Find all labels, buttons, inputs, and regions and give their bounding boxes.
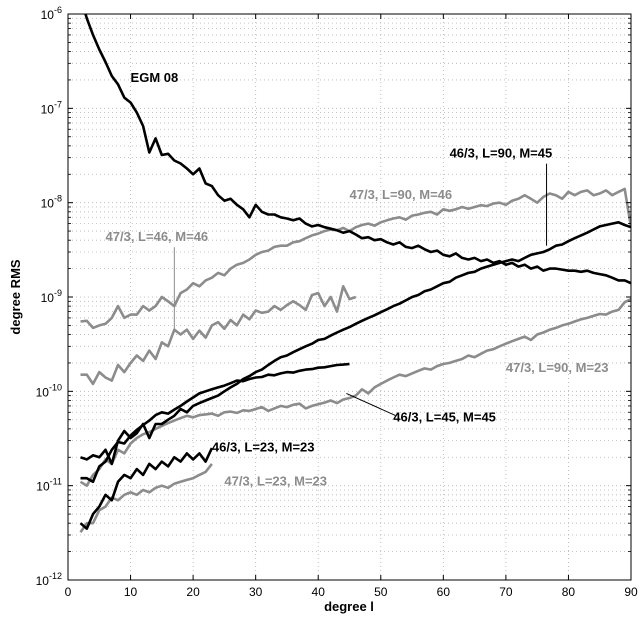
series-line-47-3-l-46-m-46	[80, 284, 357, 386]
series-group	[79, 14, 631, 534]
x-tick-label: 80	[562, 585, 576, 599]
series-line-46-3-l-23-m-23	[79, 447, 214, 531]
label-egm-08: EGM 08	[131, 70, 179, 85]
series-line-46-3-l-45-m-45	[80, 362, 350, 484]
label-47-3-l-90-m-46: 47/3, L=90, M=46	[350, 187, 453, 202]
x-axis-label: degree l	[324, 599, 374, 614]
y-tick-label: 10-10	[36, 382, 62, 399]
annotations: EGM 08 46/3, L=90, M=45 47/3, L=90, M=46 47…	[106, 70, 609, 489]
y-axis-label: degree RMS	[8, 259, 23, 334]
label-47-3-l-23-m-23: 47/3, L=23, M=23	[224, 474, 327, 489]
x-tick-label: 30	[249, 585, 263, 599]
y-tick-label: 10-12	[36, 571, 62, 588]
axis-ticks: 0 10 20 30 40 50 60 70 80 90 10-12 10-11 10-10 10-9 10…	[36, 5, 638, 599]
y-tick-label: 10-9	[41, 288, 62, 305]
x-tick-label: 0	[65, 585, 72, 599]
y-tick-label: 10-7	[41, 99, 62, 116]
x-tick-label: 20	[186, 585, 200, 599]
x-tick-label: 10	[124, 585, 138, 599]
series-line-47-3-l-90-m-23	[79, 297, 631, 488]
series-line-47-3-l-90-m-46	[80, 187, 631, 330]
x-tick-label: 40	[312, 585, 326, 599]
series-line-47-3-l-23-m-23	[79, 463, 213, 534]
label-46-3-l-23-m-23: 46/3, L=23, M=23	[212, 440, 315, 455]
series-line-egm-08	[84, 14, 631, 285]
y-tick-label: 10-6	[41, 5, 62, 22]
label-46-3-l-45-m-45: 46/3, L=45, M=45	[393, 409, 496, 424]
pointer-46-3-l-45-m-45	[346, 392, 396, 416]
label-47-3-l-90-m-23: 47/3, L=90, M=23	[506, 360, 609, 375]
x-tick-label: 50	[374, 585, 388, 599]
label-47-3-l-46-m-46: 47/3, L=46, M=46	[106, 229, 209, 244]
x-tick-label: 90	[624, 585, 638, 599]
series-line-46-3-l-90-m-45	[80, 221, 631, 466]
x-tick-label: 60	[437, 585, 451, 599]
x-tick-label: 70	[499, 585, 513, 599]
y-tick-label: 10-11	[36, 477, 62, 494]
label-46-3-l-90-m-45: 46/3, L=90, M=45	[450, 146, 553, 161]
y-tick-label: 10-8	[41, 194, 62, 211]
